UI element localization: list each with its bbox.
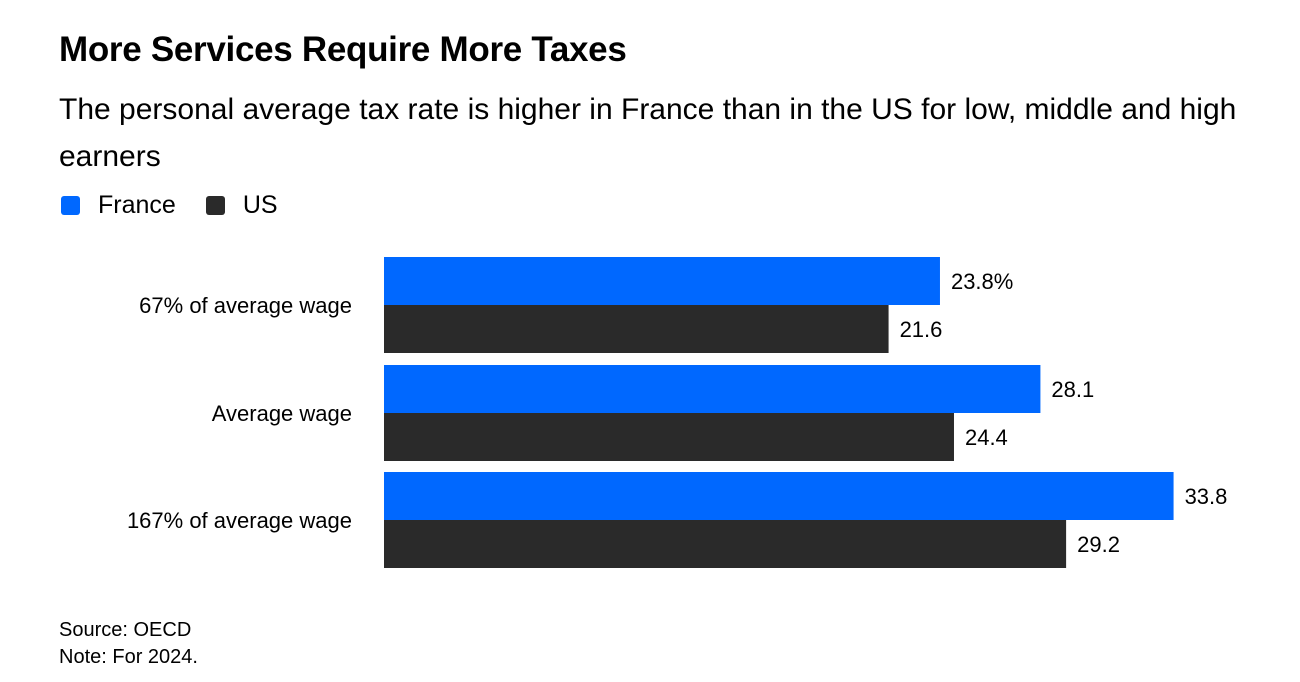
legend-item-us: US <box>205 191 278 220</box>
bar-france <box>384 257 940 305</box>
chart-title: More Services Require More Taxes <box>59 30 627 69</box>
legend-swatch-us <box>205 196 225 215</box>
date-note: Note: For 2024. <box>59 646 198 668</box>
source-note: Source: OECD <box>59 619 192 641</box>
data-label: 21.6 <box>900 317 943 342</box>
category-label: Average wage <box>212 401 352 426</box>
legend-swatch-france <box>61 196 80 215</box>
legend: France US <box>61 191 308 220</box>
category-label: 167% of average wage <box>127 508 352 533</box>
bar-us <box>384 413 954 461</box>
legend-item-france: France <box>61 191 176 220</box>
data-label: 28.1 <box>1051 377 1094 402</box>
category-label: 67% of average wage <box>139 293 352 318</box>
data-label: 29.2 <box>1077 532 1120 557</box>
bar-us <box>384 305 889 353</box>
bar-france <box>384 472 1174 520</box>
chart-subtitle: The personal average tax rate is higher … <box>59 93 1237 173</box>
footer: Source: OECD Note: For 2024. <box>59 617 198 671</box>
bar-france <box>384 365 1041 413</box>
data-label: 23.8% <box>951 269 1013 294</box>
data-label: 24.4 <box>965 425 1008 450</box>
bar-us <box>384 520 1067 568</box>
legend-label-us: US <box>242 191 278 219</box>
data-label: 33.8 <box>1185 484 1228 509</box>
legend-label-france: France <box>98 191 176 219</box>
